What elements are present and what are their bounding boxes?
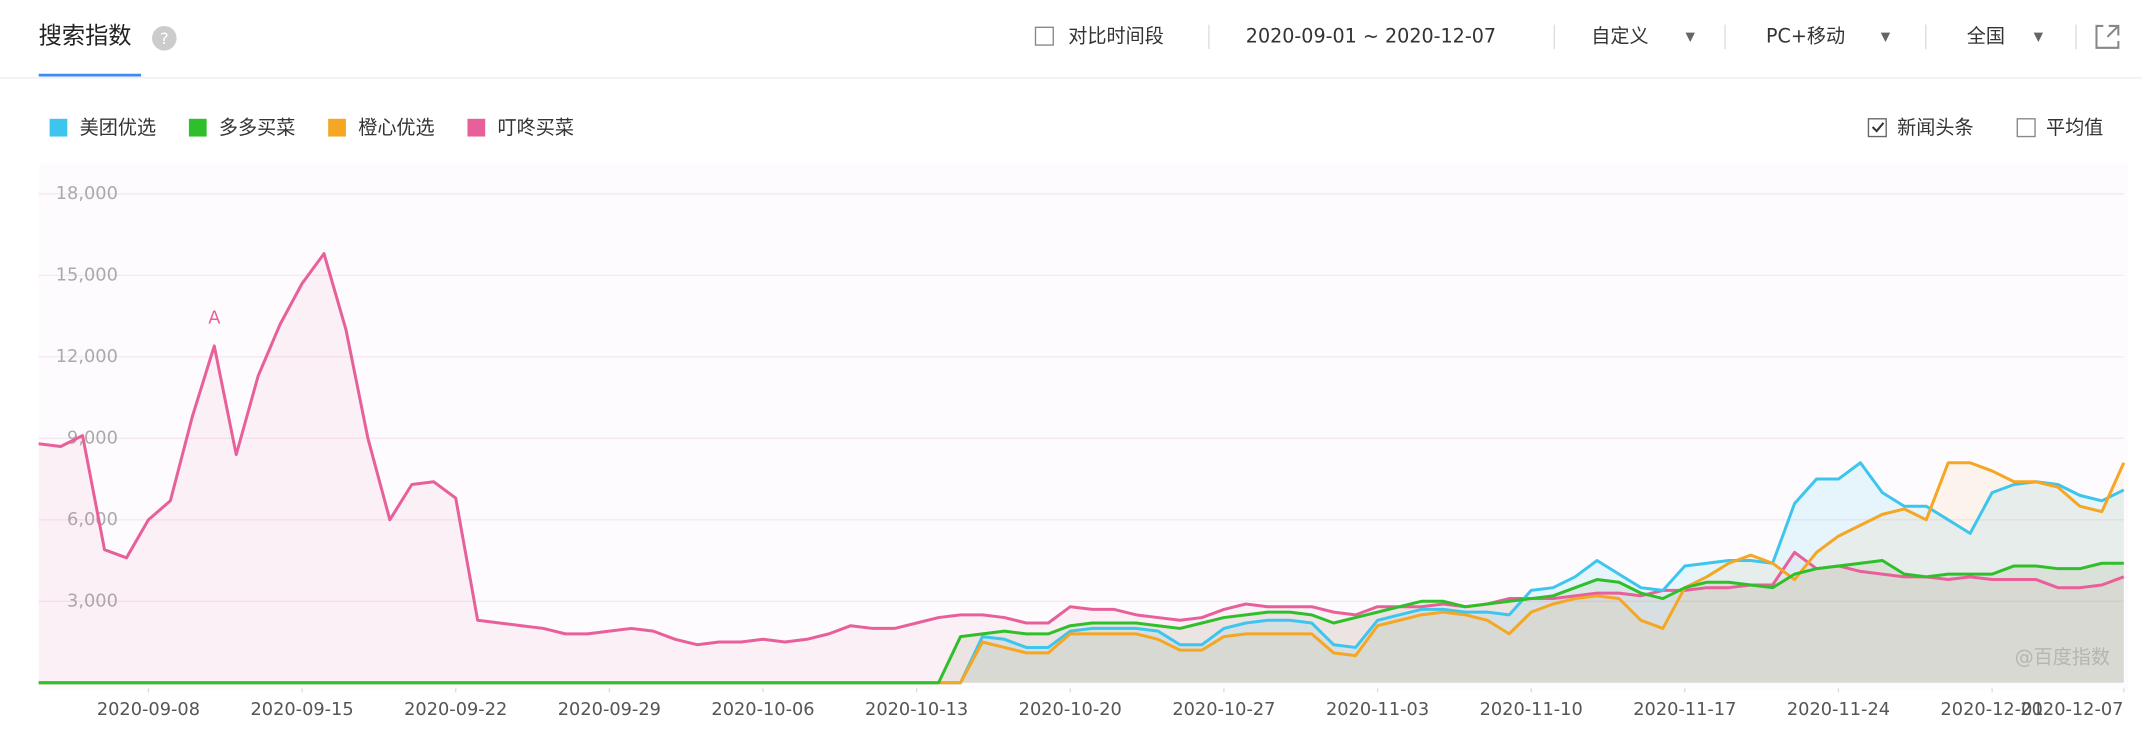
share-icon[interactable] [2095,24,2120,49]
y-tick-label: 18,000 [56,184,118,204]
x-tick-label: 2020-11-03 [1326,700,1429,720]
legend-label[interactable]: 多多买菜 [219,116,295,139]
dropdown-arrow: ▼ [1881,29,1891,43]
legend-label[interactable]: 美团优选 [80,116,156,139]
help-icon-mark: ? [160,29,169,48]
x-tick-label: 2020-12-01 [1941,700,2044,720]
legend-swatch[interactable] [467,118,486,137]
legend-label[interactable]: 橙心优选 [358,116,434,139]
series-line [38,559,2124,685]
x-tick-label: 2020-12-07 [2020,700,2123,720]
series-area [38,462,2124,683]
date-range[interactable]: 2020-09-01 ~ 2020-12-07 [1246,24,1496,47]
legend-swatch[interactable] [49,118,68,137]
x-tick-label: 2020-09-08 [97,700,200,720]
legend-swatch[interactable] [188,118,207,137]
watermark: @百度指数 [2015,646,2111,669]
region-select[interactable]: 全国 [1967,24,2005,47]
legend-label[interactable]: 叮咚买菜 [497,116,573,139]
y-tick-label: 6,000 [67,510,118,530]
device-select[interactable]: PC+移动 [1766,24,1845,47]
x-tick-label: 2020-10-27 [1172,700,1275,720]
news-checkbox[interactable] [1867,118,1887,138]
dropdown-arrow: ▼ [1685,29,1695,43]
series-line [38,252,2125,647]
series-area [38,462,2124,683]
series-area [38,560,2124,683]
page-title: 搜索指数 [39,22,132,49]
x-tick-label: 2020-09-29 [558,700,661,720]
x-tick-label: 2020-09-15 [250,700,353,720]
y-tick-label: 15,000 [56,265,118,285]
series-area [38,253,2124,683]
x-tick-label: 2020-10-13 [865,700,968,720]
x-tick-label: 2020-10-06 [711,700,814,720]
x-tick-label: 2020-11-17 [1633,700,1736,720]
x-tick-label: 2020-09-22 [404,700,507,720]
annotation: A [208,309,220,329]
y-tick-label: 9,000 [67,428,118,448]
check-mark [1871,122,1885,133]
dropdown-arrow: ▼ [2034,29,2044,43]
average-label[interactable]: 平均值 [2046,116,2103,139]
x-tick-label: 2020-11-24 [1787,700,1890,720]
average-checkbox[interactable] [2016,118,2036,138]
compare-label[interactable]: 对比时间段 [1068,24,1164,47]
news-label[interactable]: 新闻头条 [1897,116,1973,139]
help-icon[interactable] [152,25,177,51]
y-tick-label: 12,000 [56,347,118,367]
x-tick-label: 2020-10-20 [1019,700,1122,720]
y-tick-label: 3,000 [67,591,118,611]
compare-checkbox[interactable] [1034,26,1054,46]
legend-swatch[interactable] [328,118,346,137]
x-tick-label: 2020-11-10 [1480,700,1583,720]
mode-select[interactable]: 自定义 [1591,24,1648,47]
